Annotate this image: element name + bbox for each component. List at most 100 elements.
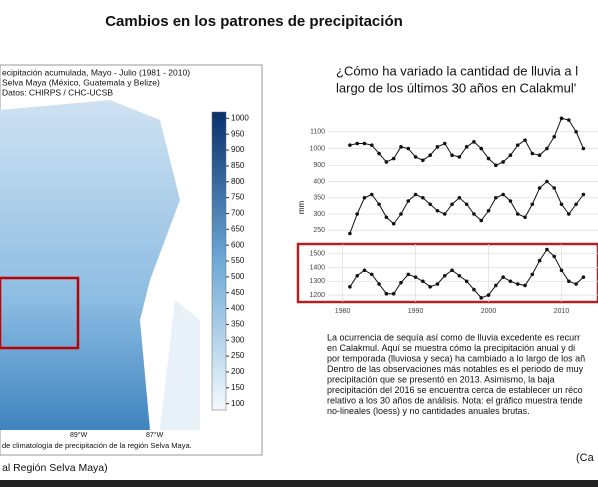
x-tick-label: 2000 xyxy=(481,308,497,315)
point xyxy=(494,163,498,168)
point xyxy=(442,273,447,278)
y-tick-label: 1200 xyxy=(309,292,325,299)
point xyxy=(486,293,491,297)
point xyxy=(348,285,352,289)
point xyxy=(369,143,374,147)
point xyxy=(552,134,557,139)
point xyxy=(501,275,505,279)
point xyxy=(494,195,498,200)
point xyxy=(530,151,535,156)
point xyxy=(486,208,491,213)
map-caption: de climatología de precipitación de la r… xyxy=(2,441,192,450)
point xyxy=(435,208,440,213)
point xyxy=(486,156,491,161)
point xyxy=(567,279,571,284)
colorbar-label: 350 xyxy=(231,320,245,329)
point xyxy=(537,186,542,190)
point xyxy=(494,283,498,288)
colorbar-label: 100 xyxy=(231,399,245,408)
point xyxy=(377,202,381,207)
point xyxy=(515,282,520,286)
corner-text: (Ca xyxy=(576,452,595,464)
colorbar-label: 450 xyxy=(231,288,245,297)
point xyxy=(362,195,367,200)
colorbar-label: 150 xyxy=(231,383,245,392)
lon-label: 89°W xyxy=(70,431,88,439)
y-tick-label: 250 xyxy=(313,227,325,234)
colorbar-label: 850 xyxy=(231,161,245,170)
point xyxy=(406,272,411,277)
point xyxy=(574,202,578,207)
point xyxy=(450,153,454,158)
point xyxy=(355,212,359,216)
colorbar-label: 600 xyxy=(231,240,245,249)
point xyxy=(421,158,425,163)
colorbar-label: 500 xyxy=(231,272,245,281)
point xyxy=(464,202,469,207)
x-tick-label: 1990 xyxy=(408,308,424,315)
point xyxy=(530,202,535,207)
point xyxy=(457,273,462,278)
point xyxy=(508,279,513,284)
point xyxy=(442,141,447,146)
point xyxy=(421,195,425,200)
point xyxy=(479,218,484,223)
point xyxy=(435,145,440,149)
point xyxy=(399,280,403,285)
point xyxy=(501,160,505,164)
map-legend: Selva Maya (México, Guatemala y Belize) xyxy=(2,77,160,87)
point xyxy=(348,231,352,236)
line xyxy=(349,180,584,234)
paragraph-line: por temporada (lluviosa y seca) ha cambi… xyxy=(327,353,585,363)
title: Cambios en los patrones de precipitación xyxy=(105,13,403,30)
line xyxy=(349,117,584,166)
point xyxy=(567,212,571,216)
point xyxy=(545,247,549,252)
point xyxy=(406,146,411,151)
point xyxy=(391,156,396,161)
point xyxy=(428,153,432,158)
point xyxy=(508,153,513,158)
paragraph-line: relativo a los 30 años de análisis. Nota… xyxy=(327,395,583,405)
colorbar-label: 750 xyxy=(231,193,245,202)
point xyxy=(545,146,549,151)
point xyxy=(472,212,476,216)
point xyxy=(435,282,440,286)
y-tick-label: 400 xyxy=(313,178,325,185)
y-tick-label: 1500 xyxy=(309,251,325,258)
y-tick-label: 1100 xyxy=(310,129,325,136)
x-tick-label: 2010 xyxy=(554,308,570,315)
y-tick-label: 900 xyxy=(313,162,325,169)
x-tick-label: 1980 xyxy=(335,308,351,315)
colorbar-label: 650 xyxy=(231,224,245,233)
point xyxy=(348,143,352,147)
point xyxy=(399,145,403,149)
point xyxy=(355,273,359,278)
point xyxy=(515,143,520,147)
highlight-box xyxy=(296,242,598,304)
y-tick-label: 300 xyxy=(313,211,325,218)
point xyxy=(457,155,462,159)
point xyxy=(523,283,527,288)
point xyxy=(567,118,571,122)
point xyxy=(377,151,381,156)
point xyxy=(391,221,396,226)
point xyxy=(362,141,367,146)
point xyxy=(450,268,454,273)
y-tick-label: 1400 xyxy=(309,264,325,271)
point xyxy=(450,202,454,207)
y-tick-label: 1000 xyxy=(309,145,325,152)
point xyxy=(464,145,469,149)
colorbar-label: 700 xyxy=(231,209,245,218)
point xyxy=(581,192,586,197)
map-legend: ecipitación acumulada, Mayo - Julio (198… xyxy=(2,67,190,77)
paragraph-line: Dentro de las observaciones más notables… xyxy=(327,364,584,374)
point xyxy=(413,155,418,159)
point xyxy=(399,212,403,216)
sea xyxy=(160,300,200,430)
colorbar-label: 300 xyxy=(231,335,245,344)
y-tick-label: 1300 xyxy=(309,278,325,285)
point xyxy=(442,212,447,216)
point xyxy=(581,275,586,279)
colorbar-label: 250 xyxy=(231,351,245,360)
